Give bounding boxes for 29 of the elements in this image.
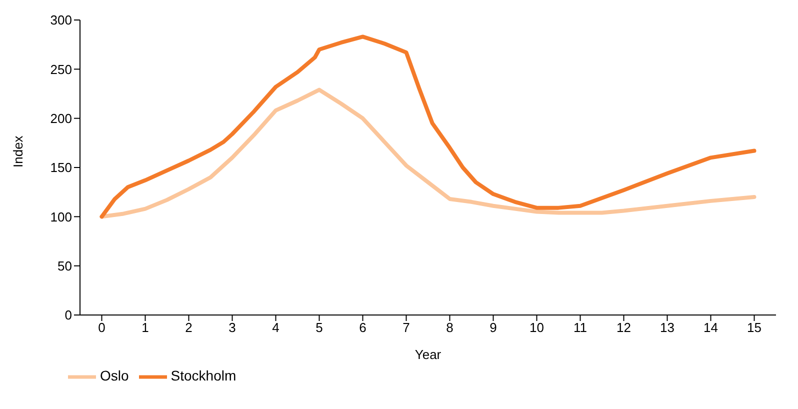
x-tick-label: 6 — [359, 320, 366, 336]
x-tick-label: 9 — [490, 320, 497, 336]
x-tick-label: 15 — [747, 320, 762, 336]
y-tick-label: 50 — [58, 258, 72, 274]
x-tick-label: 10 — [530, 320, 544, 336]
x-tick-label: 4 — [272, 320, 280, 336]
line-series — [100, 34, 756, 219]
y-axis-title: Index — [10, 135, 26, 168]
y-tick-label: 200 — [50, 110, 72, 126]
y-tick-label: 0 — [64, 308, 72, 323]
y-tick-label: 250 — [50, 62, 72, 77]
x-tick-label: 1 — [142, 320, 149, 336]
x-axis-title: Year — [414, 347, 442, 362]
x-tick-label: 2 — [185, 320, 192, 336]
x-tick-label: 3 — [228, 320, 236, 336]
y-tick-label: 150 — [50, 160, 72, 176]
x-tick-label: 7 — [402, 320, 410, 336]
legend-label: Stockholm — [170, 368, 236, 384]
x-tick-label: 14 — [704, 320, 718, 336]
x-tick-label: 0 — [98, 320, 106, 336]
legend-label: Oslo — [100, 368, 129, 384]
y-tick-label: 100 — [50, 209, 72, 224]
x-tick-label: 11 — [574, 320, 587, 336]
x-tick-label: 12 — [616, 320, 631, 336]
y-tick-label: 300 — [50, 12, 72, 28]
x-tick-label: 5 — [316, 320, 323, 336]
x-tick-label: 13 — [660, 320, 674, 336]
x-tick-label: 8 — [446, 320, 454, 336]
line-series — [100, 88, 756, 219]
